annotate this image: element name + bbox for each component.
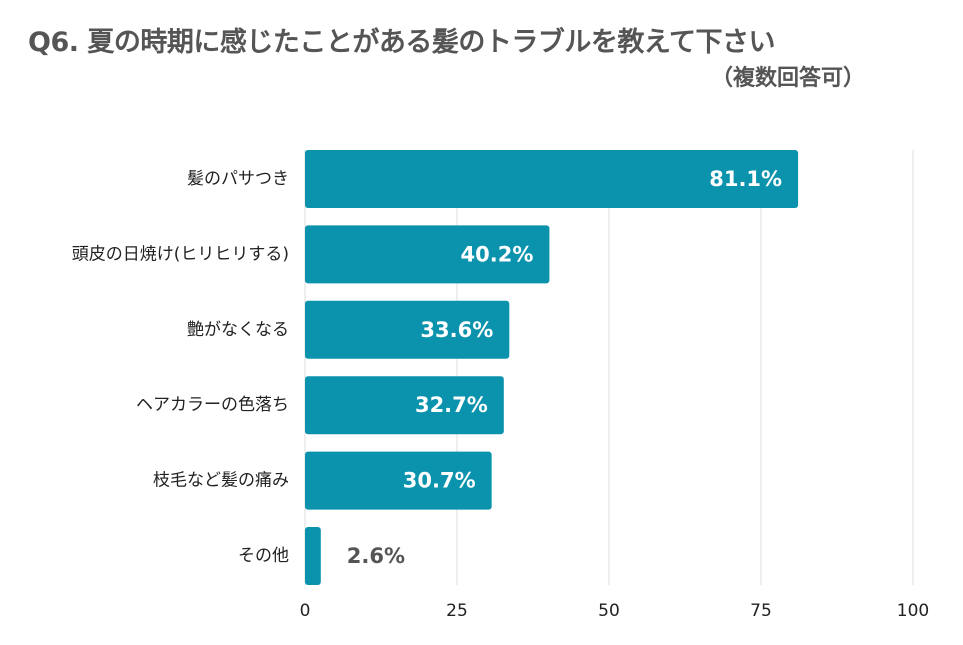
bar-1 xyxy=(305,225,550,284)
category-label-5: その他 xyxy=(238,546,289,566)
bar-5 xyxy=(305,527,321,585)
category-label-2: 艶がなくなる xyxy=(187,320,289,340)
value-labels: 81.1% 40.2% 33.6% 32.7% 30.7% 2.6% xyxy=(347,167,782,568)
bar-2 xyxy=(305,300,510,359)
category-label-4: 枝毛など髪の痛み xyxy=(153,471,289,491)
category-label-1: 頭皮の日焼け(ヒリヒリする) xyxy=(72,244,289,264)
chart-subtitle: （複数回答可） xyxy=(710,66,865,91)
bar-3 xyxy=(305,376,504,435)
value-label-4: 30.7% xyxy=(403,469,476,493)
x-tick-label-50: 50 xyxy=(598,601,620,621)
category-label-3: ヘアカラーの色落ち xyxy=(136,395,289,415)
category-label-0: 髪のパサつき xyxy=(187,169,289,189)
x-tick-label-0: 0 xyxy=(300,601,311,621)
value-label-5: 2.6% xyxy=(347,544,405,568)
bar-4 xyxy=(305,451,492,510)
value-label-3: 32.7% xyxy=(415,393,488,417)
grid-lines xyxy=(304,150,914,585)
bars xyxy=(305,150,799,585)
value-label-2: 33.6% xyxy=(420,318,493,342)
value-label-1: 40.2% xyxy=(461,242,534,266)
x-tick-label-25: 25 xyxy=(446,601,468,621)
value-label-0: 81.1% xyxy=(709,167,782,191)
x-axis-tick-labels: 0 25 50 75 100 xyxy=(300,601,930,621)
x-tick-label-100: 100 xyxy=(897,601,929,621)
chart-title: Q6. 夏の時期に感じたことがある髪のトラブルを教えて下さい xyxy=(28,27,776,58)
x-tick-label-75: 75 xyxy=(750,601,772,621)
bar-0 xyxy=(305,150,799,208)
